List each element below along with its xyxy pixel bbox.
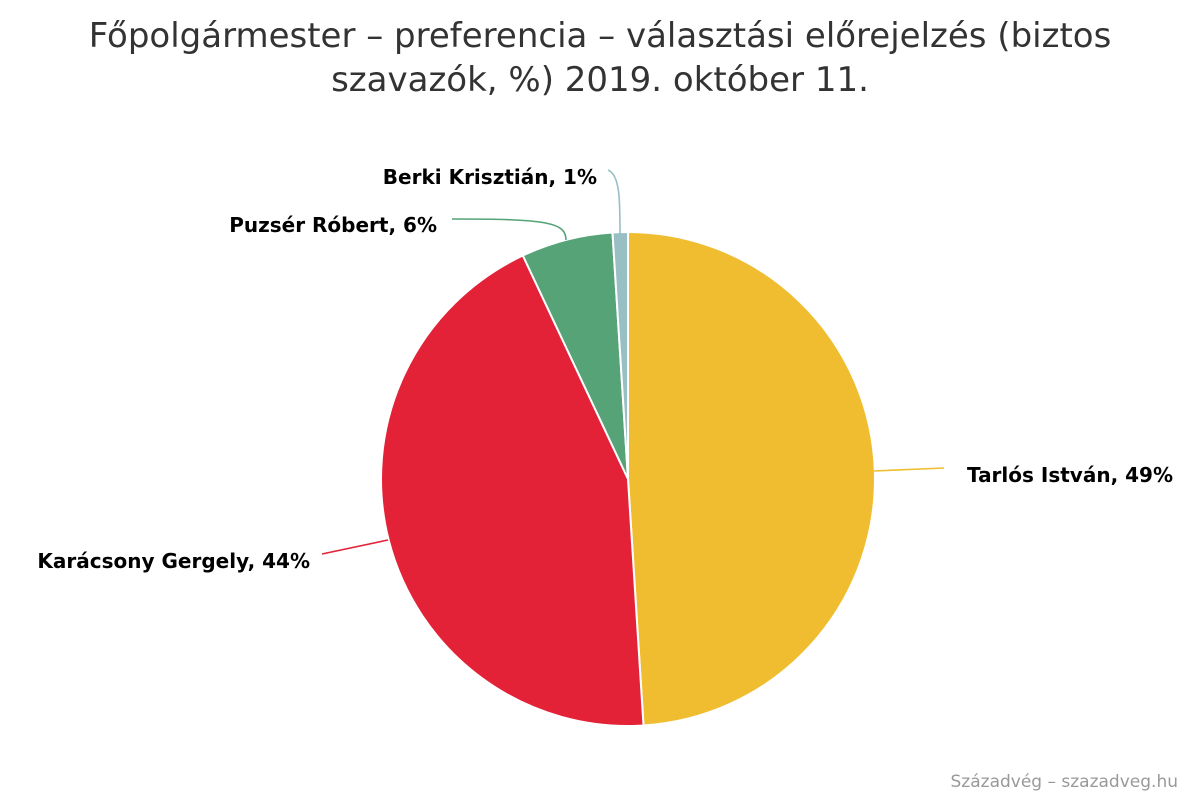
data-label-3: Berki Krisztián, 1% bbox=[383, 165, 597, 189]
credits-link[interactable]: Századvég – szazadveg.hu bbox=[950, 772, 1178, 792]
connector-line-2 bbox=[451, 218, 567, 241]
data-label-2: Puzsér Róbert, 6% bbox=[229, 213, 437, 237]
chart-title: Főpolgármester – preferencia – választás… bbox=[88, 16, 1112, 100]
pie-slices bbox=[380, 231, 876, 727]
data-label-0: Tarlós István, 49% bbox=[967, 463, 1173, 487]
pie-slice-0[interactable] bbox=[627, 231, 876, 727]
connector-line-0 bbox=[873, 467, 945, 472]
data-label-1: Karácsony Gergely, 44% bbox=[37, 549, 310, 573]
connector-line-3 bbox=[607, 169, 621, 235]
data-labels: Tarlós István, 49% Karácsony Gergely, 44%… bbox=[37, 165, 1173, 573]
connector-line-1 bbox=[321, 539, 389, 555]
label-connectors bbox=[321, 169, 945, 555]
